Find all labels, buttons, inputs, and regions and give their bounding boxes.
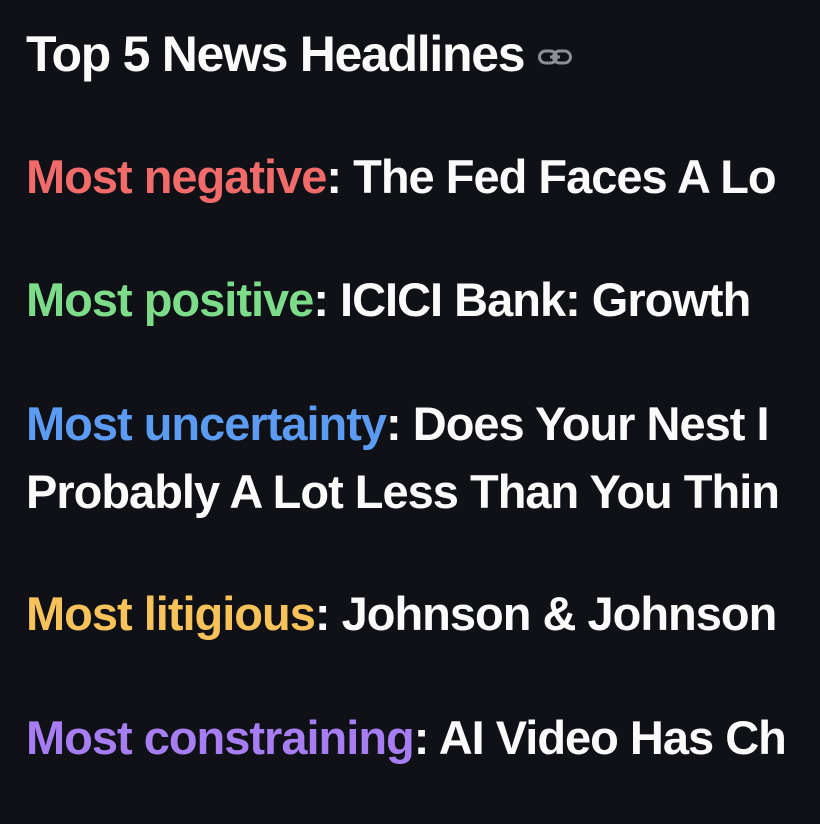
headline-most-constraining: Most constraining: AI Video Has Ch: [26, 704, 820, 772]
label-separator: :: [313, 273, 341, 326]
sentiment-label-positive: Most positive: [26, 273, 314, 326]
headline-most-litigious: Most litigious: Johnson & Johnson: [26, 580, 820, 648]
label-separator: :: [413, 711, 439, 764]
sentiment-label-negative: Most negative: [26, 150, 327, 203]
label-separator: :: [314, 587, 342, 640]
headline-title: Johnson & Johnson: [341, 587, 778, 640]
page-heading: Top 5 News Headlines: [26, 24, 573, 84]
sentiment-label-constraining: Most constraining: [26, 711, 415, 764]
link-icon[interactable]: [538, 47, 573, 67]
label-separator: :: [326, 150, 354, 203]
headline-most-negative: Most negative: The Fed Faces A Lo: [26, 143, 820, 211]
label-separator: :: [386, 397, 413, 450]
page-title: Top 5 News Headlines: [26, 26, 526, 82]
headline-title: ICICI Bank: Growth: [340, 273, 751, 326]
sentiment-label-litigious: Most litigious: [26, 587, 316, 640]
sentiment-label-uncertainty: Most uncertainty: [26, 397, 387, 450]
headline-title-continued: Probably A Lot Less Than You Thin: [26, 465, 780, 518]
headline-most-positive: Most positive: ICICI Bank: Growth: [26, 266, 820, 334]
headline-most-uncertainty: Most uncertainty: Does Your Nest I Probab…: [26, 390, 820, 526]
headline-title: Does Your Nest I: [412, 397, 770, 450]
headline-title: The Fed Faces A Lo: [353, 150, 776, 203]
headline-title: AI Video Has Ch: [438, 711, 787, 764]
